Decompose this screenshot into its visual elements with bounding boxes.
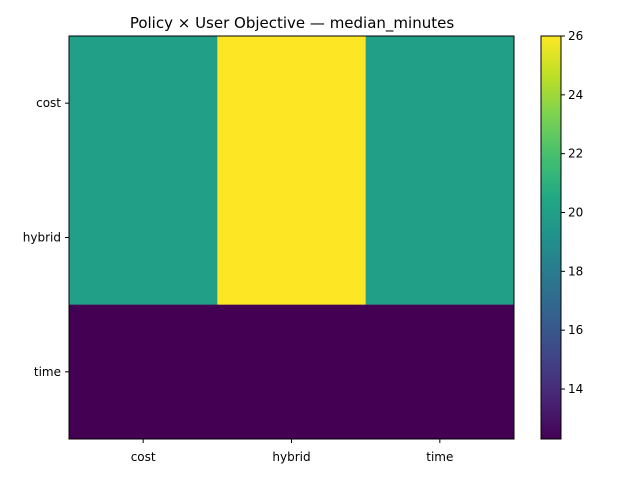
colorbar-tick-label: 20 bbox=[568, 205, 583, 219]
y-tick-label: hybrid bbox=[23, 231, 61, 245]
colorbar-tick-label: 16 bbox=[568, 323, 583, 337]
heatmap-cell-cost-cost bbox=[69, 36, 218, 171]
colorbar-tick-label: 24 bbox=[568, 88, 583, 102]
heatmap-cell-hybrid-cost bbox=[69, 170, 218, 306]
x-axis-ticks: cost hybrid time bbox=[131, 439, 453, 464]
heatmap-cell-hybrid-hybrid bbox=[217, 170, 367, 306]
colorbar-tick-label: 18 bbox=[568, 264, 583, 278]
heatmap-cells bbox=[69, 36, 515, 440]
heatmap-cell-time-hybrid bbox=[217, 304, 367, 440]
x-tick-label: time bbox=[426, 450, 453, 464]
heatmap-cell-cost-time bbox=[365, 36, 515, 171]
colorbar-gradient bbox=[540, 35, 562, 440]
heatmap-cell-cost-hybrid bbox=[217, 36, 367, 171]
y-tick-label: cost bbox=[36, 96, 61, 110]
x-tick-label: hybrid bbox=[272, 450, 310, 464]
y-tick-label: time bbox=[34, 365, 61, 379]
heatmap-cell-hybrid-time bbox=[365, 170, 515, 306]
colorbar: 14 16 18 20 22 24 26 bbox=[540, 29, 583, 440]
colorbar-tick-label: 26 bbox=[568, 29, 583, 43]
colorbar-tick-label: 14 bbox=[568, 382, 583, 396]
x-tick-label: cost bbox=[131, 450, 156, 464]
colorbar-tick-label: 22 bbox=[568, 147, 583, 161]
heatmap-cell-time-cost bbox=[69, 304, 218, 440]
chart-title: Policy × User Objective — median_minutes bbox=[130, 14, 455, 33]
y-axis-ticks: cost hybrid time bbox=[23, 96, 69, 379]
heatmap-cell-time-time bbox=[365, 304, 515, 440]
